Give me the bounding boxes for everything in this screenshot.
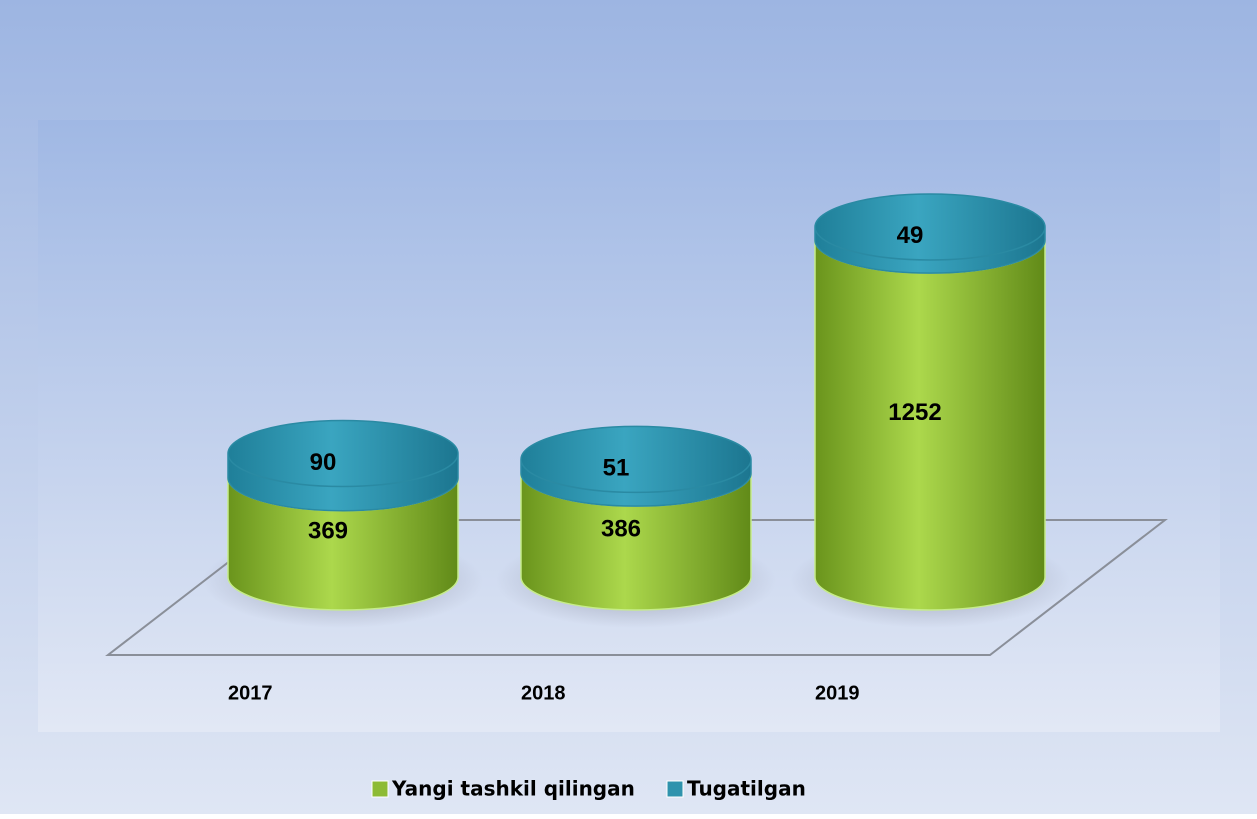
legend-swatch [666, 780, 684, 798]
bar-segment [814, 193, 1046, 274]
bars: 369 90 2017 386 51 2018 1252 49 2019 [203, 193, 1070, 704]
legend-label: Yangi tashkil qilingan [391, 777, 635, 801]
value-label: 49 [897, 222, 924, 249]
bar-segment [227, 419, 459, 512]
legend-swatch [371, 780, 389, 798]
value-label: 386 [601, 515, 641, 542]
x-tick-label: 2018 [521, 682, 566, 704]
legend: Yangi tashkil qilingan Tugatilgan [371, 777, 806, 801]
value-label: 1252 [888, 399, 941, 426]
legend-label: Tugatilgan [687, 777, 806, 801]
value-label: 51 [603, 455, 630, 482]
x-tick-label: 2019 [815, 682, 860, 704]
value-label: 369 [308, 518, 348, 545]
value-label: 90 [310, 449, 337, 476]
x-tick-label: 2017 [228, 682, 273, 704]
bar-segment [520, 425, 752, 507]
